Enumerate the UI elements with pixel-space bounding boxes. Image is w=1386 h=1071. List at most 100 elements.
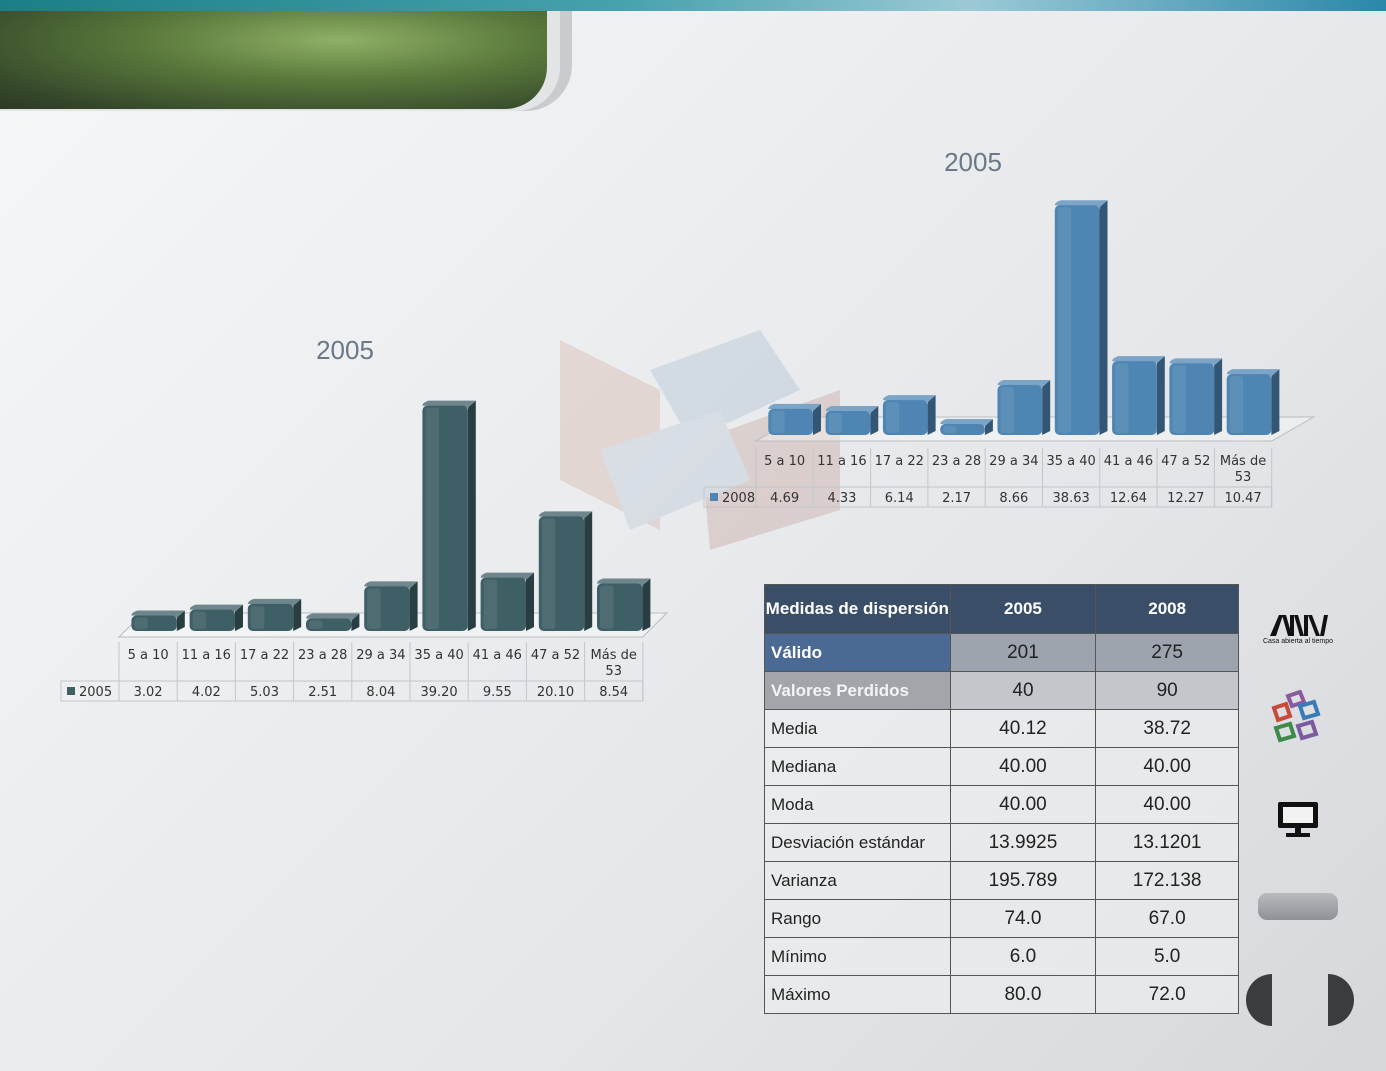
bar: [597, 578, 651, 631]
monitor-icon[interactable]: [1276, 800, 1320, 840]
row-label: Máximo: [764, 975, 951, 1014]
value-2005: 74.0: [949, 899, 1097, 938]
category-label: 23 a 28: [298, 648, 347, 663]
data-value-label: 6.14: [885, 491, 914, 506]
top-banner-bar: [0, 0, 1386, 11]
data-value-label: 39.20: [420, 685, 457, 700]
table-line: [60, 680, 644, 702]
header-2008: 2008: [1095, 584, 1239, 634]
data-value-label: 2.17: [942, 491, 971, 506]
category-label: 41 a 46: [473, 648, 522, 663]
category-label: Más de 53: [591, 648, 637, 679]
row-label: Mínimo: [764, 937, 951, 976]
bar: [189, 604, 243, 631]
value-2008: 13.1201: [1095, 823, 1239, 862]
category-label: 5 a 10: [764, 454, 805, 469]
data-value-label: 4.33: [827, 491, 856, 506]
chart-title: 2005: [316, 335, 374, 365]
bar: [364, 581, 418, 631]
data-value-label: 5.03: [250, 685, 279, 700]
row-label: Rango: [764, 899, 951, 938]
value-2008: 40.00: [1095, 785, 1239, 824]
table-row: Desviación estándar 13.9925 13.1201: [764, 823, 1239, 862]
value-2008: 67.0: [1095, 899, 1239, 938]
logo-caption: Casa abierta al tiempo: [1262, 638, 1334, 645]
table-row: Mínimo 6.0 5.0: [764, 937, 1239, 976]
row-label: Moda: [764, 785, 951, 824]
bar: [882, 395, 936, 435]
data-value-label: 8.54: [599, 685, 628, 700]
table-line: [703, 486, 1273, 508]
bar: [1169, 358, 1223, 435]
colorful-links-icon[interactable]: [1270, 690, 1326, 748]
table-row: Moda 40.00 40.00: [764, 785, 1239, 824]
data-value-label: 9.55: [483, 685, 512, 700]
value-2008: 172.138: [1095, 861, 1239, 900]
value-2005: 195.789: [949, 861, 1097, 900]
table-row: Media 40.12 38.72: [764, 709, 1239, 748]
legend-swatch: [67, 687, 75, 695]
header-2005: 2005: [949, 584, 1097, 634]
bar: [422, 400, 476, 631]
category-label: 29 a 34: [989, 454, 1038, 469]
value-2005: 13.9925: [949, 823, 1097, 862]
category-label: 41 a 46: [1104, 454, 1153, 469]
row-label: Media: [764, 709, 951, 748]
value-2005: 40.00: [949, 747, 1097, 786]
bar: [247, 598, 302, 631]
table-header-row: Medidas de dispersión 2005 2008: [764, 584, 1239, 634]
table-row: Máximo 80.0 72.0: [764, 975, 1239, 1014]
data-value-label: 20.10: [537, 685, 574, 700]
data-value-label: 8.04: [366, 685, 395, 700]
bar: [538, 511, 593, 631]
bar: [1226, 369, 1280, 435]
chart-title: 2005: [944, 147, 1002, 177]
value-2005: 80.0: [949, 975, 1097, 1014]
value-2005: 40.12: [949, 709, 1097, 748]
dispersion-measures-table: Medidas de dispersión 2005 2008 Válido 20…: [764, 584, 1239, 1014]
data-value-label: 3.02: [134, 685, 163, 700]
data-value-label: 10.47: [1224, 491, 1261, 506]
category-label: 5 a 10: [128, 648, 169, 663]
value-2008: 275: [1095, 633, 1239, 672]
data-value-label: 12.27: [1167, 491, 1204, 506]
category-label: 47 a 52: [1161, 454, 1210, 469]
table-row: Rango 74.0 67.0: [764, 899, 1239, 938]
bar: [480, 572, 534, 631]
header-tab: [0, 11, 547, 109]
table-row: Mediana 40.00 40.00: [764, 747, 1239, 786]
row-label: Varianza: [764, 861, 951, 900]
value-2005: 6.0: [949, 937, 1097, 976]
value-2005: 40.00: [949, 785, 1097, 824]
grey-pill-button[interactable]: [1258, 893, 1338, 920]
category-label: Más de 53: [1220, 454, 1266, 485]
row-label: Válido: [764, 633, 951, 672]
legend-swatch: [710, 493, 718, 501]
value-2008: 5.0: [1095, 937, 1239, 976]
bar: [1054, 200, 1108, 435]
category-label: 11 a 16: [817, 454, 866, 469]
bar: [306, 613, 360, 631]
bar: [1112, 356, 1165, 435]
bar: [997, 380, 1051, 435]
value-2005: 40: [949, 671, 1097, 710]
data-value-label: 8.66: [999, 491, 1028, 506]
value-2008: 40.00: [1095, 747, 1239, 786]
data-value-label: 2.51: [308, 685, 337, 700]
row-label: Valores Perdidos: [764, 671, 951, 710]
legend-label: 2008: [722, 491, 755, 506]
category-label: 35 a 40: [414, 648, 463, 663]
table-row: Varianza 195.789 172.138: [764, 861, 1239, 900]
category-label: 47 a 52: [531, 648, 580, 663]
uam-logo-icon: [1270, 615, 1328, 636]
category-label: 11 a 16: [182, 648, 231, 663]
legend-label: 2005: [79, 685, 112, 700]
data-value-label: 38.63: [1053, 491, 1090, 506]
category-label: 35 a 40: [1046, 454, 1095, 469]
value-2005: 201: [949, 633, 1097, 672]
value-2008: 90: [1095, 671, 1239, 710]
data-value-label: 4.02: [192, 685, 221, 700]
category-label: 29 a 34: [356, 648, 405, 663]
category-label: 17 a 22: [875, 454, 924, 469]
